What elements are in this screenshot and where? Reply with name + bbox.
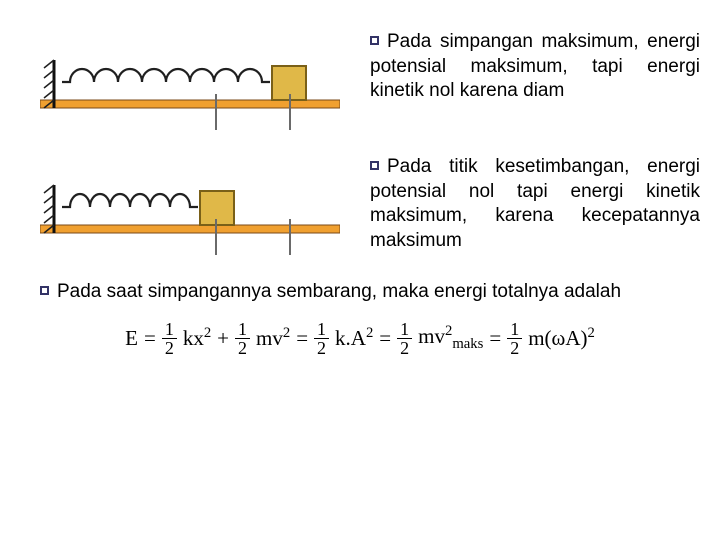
spring-diagram-extended bbox=[40, 40, 340, 130]
frac-2: 12 bbox=[235, 320, 250, 357]
text-max: Pada simpangan maksimum, energi potensia… bbox=[360, 30, 700, 104]
frac-4: 12 bbox=[397, 320, 412, 357]
text-eq-content: Pada titik kesetimbangan, energi potensi… bbox=[370, 155, 700, 254]
term-mvmaks: mv2maks bbox=[418, 323, 483, 353]
diagram-eq bbox=[20, 155, 360, 255]
text-eq-body: Pada titik kesetimbangan, energi potensi… bbox=[370, 156, 700, 251]
formula-eq2: = bbox=[296, 326, 308, 351]
formula-eq1: = bbox=[144, 326, 156, 351]
formula-eq3: = bbox=[379, 326, 391, 351]
text-max-body: Pada simpangan maksimum, energi potensia… bbox=[370, 31, 700, 101]
spring-diagram-equilibrium bbox=[40, 165, 340, 255]
bullet-icon bbox=[370, 161, 379, 170]
bullet-icon bbox=[40, 286, 49, 295]
formula-E: E bbox=[125, 326, 138, 351]
formula-plus: + bbox=[217, 326, 229, 351]
row-equilibrium: Pada titik kesetimbangan, energi potensi… bbox=[20, 155, 700, 255]
bottom-text-body: Pada saat simpangannya sembarang, maka e… bbox=[57, 281, 621, 302]
bottom-text: Pada saat simpangannya sembarang, maka e… bbox=[40, 280, 680, 305]
text-max-content: Pada simpangan maksimum, energi potensia… bbox=[370, 30, 700, 104]
frac-5: 12 bbox=[507, 320, 522, 357]
frac-3: 12 bbox=[314, 320, 329, 357]
bullet-icon bbox=[370, 36, 379, 45]
formula-inner: E = 12 kx2 + 12 mv2 = 12 k.A2 = 12 mv2ma… bbox=[125, 320, 595, 357]
energy-formula: E = 12 kx2 + 12 mv2 = 12 k.A2 = 12 mv2ma… bbox=[20, 320, 700, 357]
text-eq: Pada titik kesetimbangan, energi potensi… bbox=[360, 155, 700, 254]
frac-1: 12 bbox=[162, 320, 177, 357]
term-kx2: kx2 bbox=[183, 325, 211, 351]
term-momega: m(ωA)2 bbox=[528, 325, 595, 351]
row-max-displacement: Pada simpangan maksimum, energi potensia… bbox=[20, 30, 700, 130]
term-kA2: k.A2 bbox=[335, 325, 373, 351]
formula-eq4: = bbox=[489, 326, 501, 351]
diagram-max bbox=[20, 30, 360, 130]
term-mv2: mv2 bbox=[256, 325, 290, 351]
